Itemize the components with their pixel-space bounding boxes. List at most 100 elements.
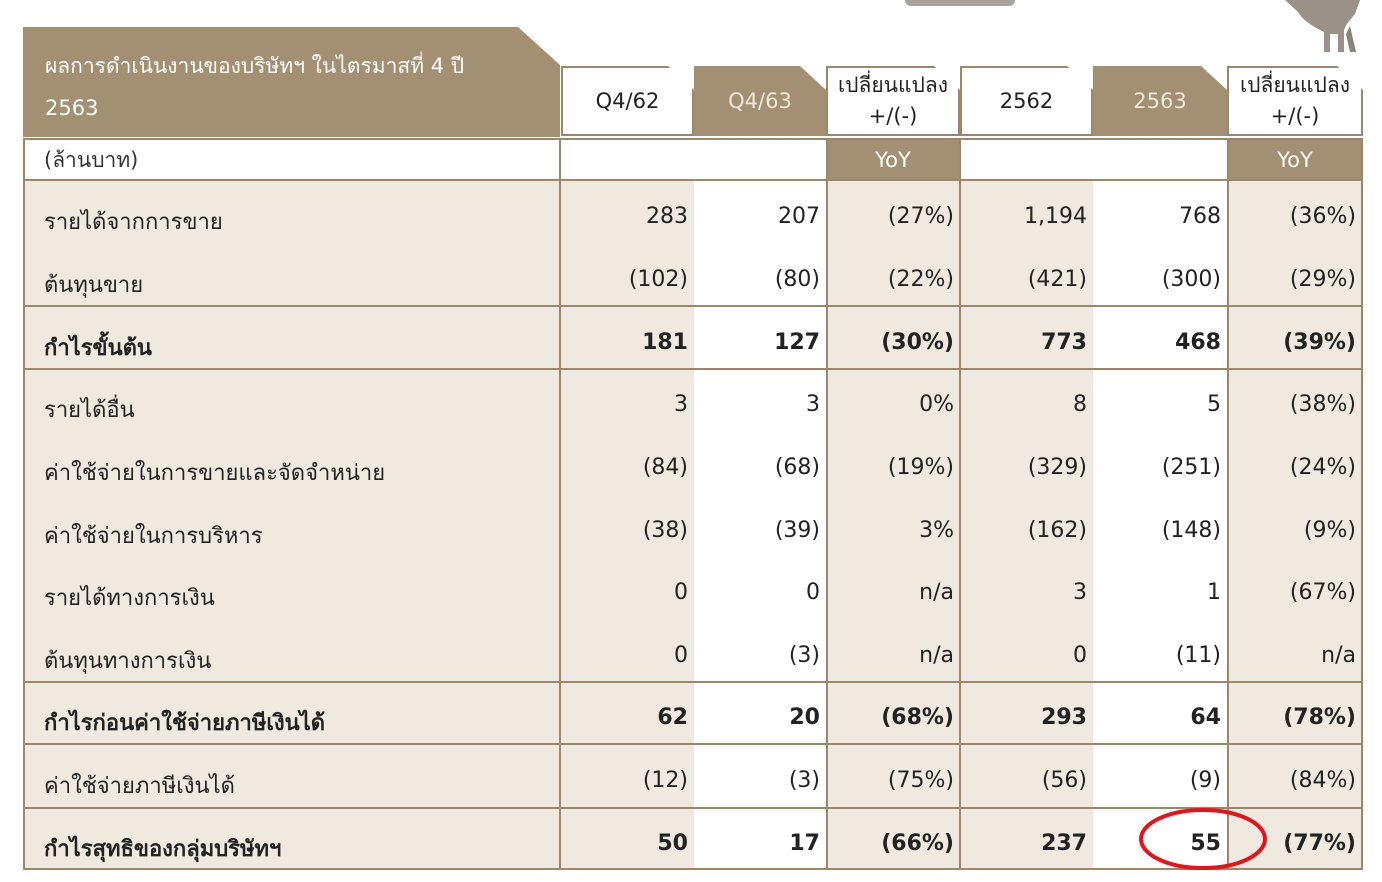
table-cell: (329) [1027, 455, 1087, 480]
table-cell: (56) [1041, 768, 1087, 793]
col-header-label: 2562 [999, 89, 1054, 113]
table-row: รายได้จากการขาย 283 207 (27%) 1,194 768 (36%) [23, 190, 1363, 252]
table-cell: 181 [642, 330, 688, 355]
table-cell: (22%) [887, 267, 954, 292]
row-label: รายได้ทางการเงิน [44, 586, 215, 611]
table-cell: (162) [1027, 518, 1087, 543]
table-cell: 0% [919, 392, 954, 417]
table-cell: (3) [788, 768, 820, 793]
table-cell: 237 [1041, 831, 1087, 856]
table-cell: (9) [1189, 768, 1221, 793]
table-title-header: ผลการดำเนินงานของบริษัทฯ ในไตรมาสที่ 4 ป… [23, 27, 560, 137]
highlight-ring [1139, 808, 1267, 870]
row-divider [23, 807, 1363, 809]
col-header-label: เปลี่ยนแปลง +/(-) [1239, 73, 1351, 128]
table-cell: (30%) [881, 330, 954, 355]
table-cell: (39%) [1283, 330, 1356, 355]
row-label: ค่าใช้จ่ายภาษีเงินได้ [44, 774, 235, 799]
table-row: ค่าใช้จ่ายภาษีเงินได้ (12) (3) (75%) (56) (9)… [23, 754, 1363, 816]
table-cell: 293 [1041, 705, 1087, 730]
row-label: ต้นทุนทางการเงิน [44, 649, 212, 674]
table-cell: (300) [1161, 267, 1221, 292]
col-header-change-year: เปลี่ยนแปลง +/(-) [1227, 66, 1363, 136]
table-cell: 5 [1207, 392, 1221, 417]
row-label: ค่าใช้จ่ายในการบริหาร [44, 524, 263, 549]
row-label: รายได้จากการขาย [44, 210, 223, 235]
logo-icon [1285, 0, 1360, 52]
table-row: รายได้อื่น 3 3 0% 8 5 (38%) [23, 378, 1363, 440]
table-cell: (148) [1161, 518, 1221, 543]
row-divider [23, 743, 1363, 745]
label-column-bg [23, 181, 560, 870]
top-decoration [905, 0, 1015, 6]
change-quarter-column-bg [826, 181, 960, 870]
table-cell: 55 [1190, 831, 1221, 856]
table-cell: 0 [806, 580, 820, 605]
table-cell: (39) [774, 518, 820, 543]
table-cell: n/a [919, 643, 954, 668]
table-cell: 0 [674, 580, 688, 605]
table-row: ค่าใช้จ่ายในการบริหาร (38) (39) 3% (162) (148… [23, 504, 1363, 566]
table-cell: (84) [642, 455, 688, 480]
col-header-label: 2563 [1133, 89, 1187, 113]
table-cell: (67%) [1289, 580, 1356, 605]
q4-63-column-bg [694, 181, 826, 870]
yoy-label: YoY [875, 148, 911, 172]
table-cell: 3 [806, 392, 820, 417]
table-row: กำไรสุทธิของกลุ่มบริษัทฯ 50 17 (66%) 237 55 (7… [23, 817, 1363, 879]
table-cell: (12) [642, 768, 688, 793]
table-row: ต้นทุนขาย (102) (80) (22%) (421) (300) (29%) [23, 253, 1363, 315]
table-cell: 3% [919, 518, 954, 543]
table-cell: 207 [778, 204, 820, 229]
table-cell: (29%) [1289, 267, 1356, 292]
column-divider [959, 138, 961, 870]
table-cell: (421) [1027, 267, 1087, 292]
table-row: รายได้ทางการเงิน 0 0 n/a 3 1 (67%) [23, 566, 1363, 628]
row-label: ค่าใช้จ่ายในการขายและจัดจำหน่าย [44, 461, 386, 486]
q4-62-column-bg [561, 181, 694, 870]
table-cell: 20 [789, 705, 820, 730]
table-cell: 773 [1041, 330, 1087, 355]
row-label: กำไรขั้นต้น [44, 336, 152, 361]
table-cell: 283 [646, 204, 688, 229]
table-cell: (3) [788, 643, 820, 668]
column-divider [559, 138, 561, 870]
table-cell: 468 [1175, 330, 1221, 355]
table-cell: 1 [1207, 580, 1221, 605]
row-divider [23, 305, 1363, 307]
table-cell: (251) [1161, 455, 1221, 480]
table-title: ผลการดำเนินงานของบริษัทฯ ในไตรมาสที่ 4 ป… [45, 54, 465, 120]
row-divider [23, 179, 1363, 181]
yoy-badge-year: YoY [1227, 140, 1363, 180]
table-cell: (38) [642, 518, 688, 543]
table-cell: 3 [1073, 580, 1087, 605]
table-cell: 0 [1073, 643, 1087, 668]
column-divider [1227, 138, 1229, 870]
table-cell: 0 [674, 643, 688, 668]
table-cell: (80) [774, 267, 820, 292]
table-cell: (75%) [887, 768, 954, 793]
table-cell: 768 [1179, 204, 1221, 229]
units-label: (ล้านบาท) [44, 148, 139, 172]
table-cell: (68%) [881, 705, 954, 730]
table-cell: (38%) [1289, 392, 1356, 417]
table-cell: 8 [1073, 392, 1087, 417]
table-cell: 50 [657, 831, 688, 856]
col-header-q4-62: Q4/62 [561, 66, 694, 136]
table-row: ต้นทุนทางการเงิน 0 (3) n/a 0 (11) n/a [23, 629, 1363, 691]
table-cell: n/a [919, 580, 954, 605]
table-border-right [1361, 138, 1363, 870]
row-divider [23, 681, 1363, 683]
yoy-badge-quarter: YoY [826, 140, 960, 180]
row-label: ต้นทุนขาย [44, 273, 144, 298]
table-cell: 127 [774, 330, 820, 355]
table-cell: 1,194 [1024, 204, 1087, 229]
col-header-2562: 2562 [960, 66, 1093, 136]
col-header-label: เปลี่ยนแปลง +/(-) [837, 73, 949, 128]
col-2563-bg [1093, 181, 1227, 870]
table-border-bottom [23, 868, 1363, 870]
table-cell: (77%) [1283, 831, 1356, 856]
table-cell: 17 [789, 831, 820, 856]
column-divider [826, 138, 828, 870]
yoy-label: YoY [1277, 148, 1313, 172]
